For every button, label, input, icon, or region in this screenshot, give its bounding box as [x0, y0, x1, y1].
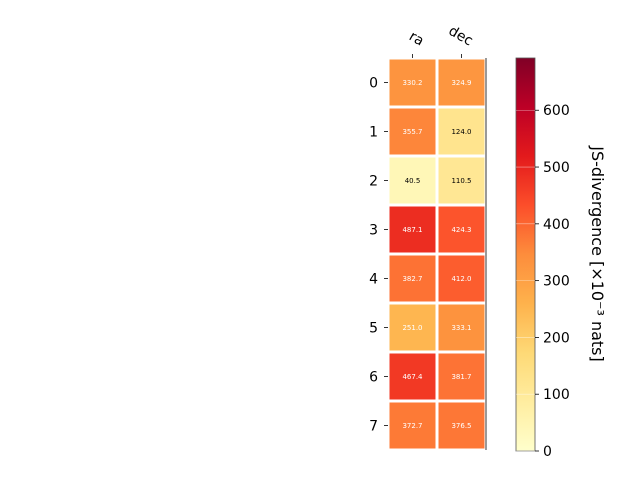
row-tick-labels: 0 1 2 3 4 5 6 7	[369, 76, 388, 435]
cell-value-label: 381.7	[451, 373, 471, 381]
cell-value-label: 333.1	[451, 324, 471, 332]
colorbar: 0 100 200 300 400 500 600 JS-divergence [×10⁻³ …	[515, 57, 607, 460]
colorbar-tick-label: 200	[543, 330, 570, 346]
row-tick-label: 4	[369, 272, 378, 288]
cell-value-label: 412.0	[451, 275, 471, 283]
colorbar-tick-label: 100	[543, 387, 570, 403]
column-tick-label: dec	[446, 23, 476, 49]
cell-value-label: 40.5	[405, 177, 421, 185]
cell-value-label: 424.3	[451, 226, 471, 234]
colorbar-tick-label: 500	[543, 160, 570, 176]
colorbar-gradient	[515, 57, 536, 452]
row-tick-label: 5	[369, 321, 378, 337]
cell-value-label: 372.7	[402, 422, 422, 430]
colorbar-label: JS-divergence [×10⁻³ nats]	[588, 145, 607, 361]
heatmap-grid: 330.2 324.9 355.7 124.0 40.5 110.5 487.1 424.3 3…	[386, 56, 488, 452]
row-tick-label: 2	[369, 174, 378, 190]
cell-value-label: 467.4	[402, 373, 423, 381]
cell-value-label: 355.7	[402, 128, 422, 136]
column-tick-label: ra	[406, 28, 426, 49]
row-tick-label: 7	[369, 419, 378, 435]
row-tick-label: 6	[369, 370, 378, 386]
cell-value-label: 251.0	[402, 324, 422, 332]
cell-value-label: 324.9	[451, 79, 471, 87]
colorbar-tick-label: 400	[543, 217, 570, 233]
colorbar-tick-label: 300	[543, 274, 570, 290]
cell-value-label: 110.5	[451, 177, 471, 185]
cell-value-label: 124.0	[451, 128, 471, 136]
cell-value-label: 376.5	[451, 422, 471, 430]
colorbar-tick-label: 0	[543, 444, 552, 460]
cell-value-label: 330.2	[402, 79, 422, 87]
row-tick-label: 0	[369, 76, 378, 92]
row-tick-label: 1	[369, 125, 378, 141]
heatmap-cell	[435, 252, 488, 305]
heatmap-cell	[435, 203, 488, 256]
colorbar-tick-label: 600	[543, 103, 570, 119]
cell-value-label: 382.7	[402, 275, 422, 283]
heatmap-cell	[435, 399, 488, 452]
column-tick-labels: ra dec	[406, 23, 476, 58]
row-tick-label: 3	[369, 223, 378, 239]
cell-value-label: 487.1	[402, 226, 422, 234]
